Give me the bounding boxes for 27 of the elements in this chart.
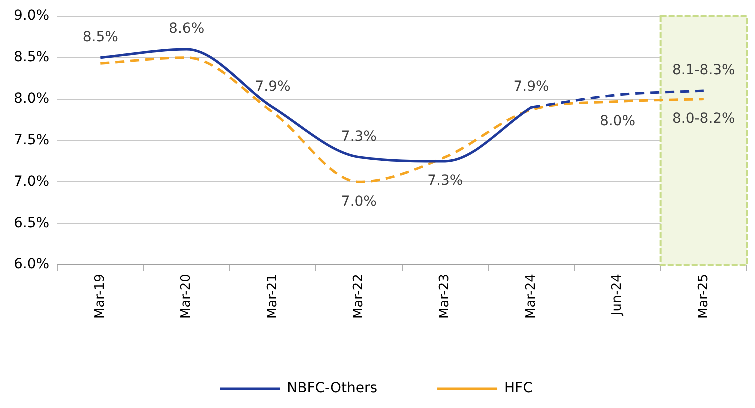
legend-label: HFC xyxy=(504,380,534,397)
y-tick-label: 7.0% xyxy=(14,174,50,190)
annotation: 7.3% xyxy=(428,173,464,190)
x-tick-label: Mar-22 xyxy=(352,274,367,320)
x-tick-label: Jun-24 xyxy=(610,274,626,317)
y-tick-label: 9.0% xyxy=(14,8,50,24)
y-tick-label: 8.0% xyxy=(14,90,50,107)
x-tick-label: Mar-19 xyxy=(93,274,108,320)
annotation: 7.9% xyxy=(255,79,291,96)
y-tick-label: 8.5% xyxy=(14,49,50,66)
annotation: 7.0% xyxy=(341,194,377,210)
x-tick-label: Mar-20 xyxy=(179,274,194,320)
annotation: 8.0% xyxy=(600,113,636,130)
x-tick-label: Mar-21 xyxy=(265,274,280,320)
legend-label: NBFC-Others xyxy=(287,380,378,397)
annotation: 8.1-8.3% xyxy=(672,62,736,79)
annotation: 8.0-8.2% xyxy=(672,110,736,127)
annotation: 7.3% xyxy=(341,128,377,145)
y-tick-label: 6.5% xyxy=(14,215,50,232)
y-tick-label: 7.5% xyxy=(14,132,50,148)
annotation: 8.6% xyxy=(169,21,205,38)
y-tick-label: 6.0% xyxy=(14,256,50,273)
annotation: 7.9% xyxy=(514,79,550,96)
annotation: 8.5% xyxy=(82,29,118,46)
x-tick-label: Mar-23 xyxy=(438,274,453,320)
x-tick-label: Mar-24 xyxy=(524,274,539,320)
x-tick-label: Mar-25 xyxy=(696,274,712,320)
